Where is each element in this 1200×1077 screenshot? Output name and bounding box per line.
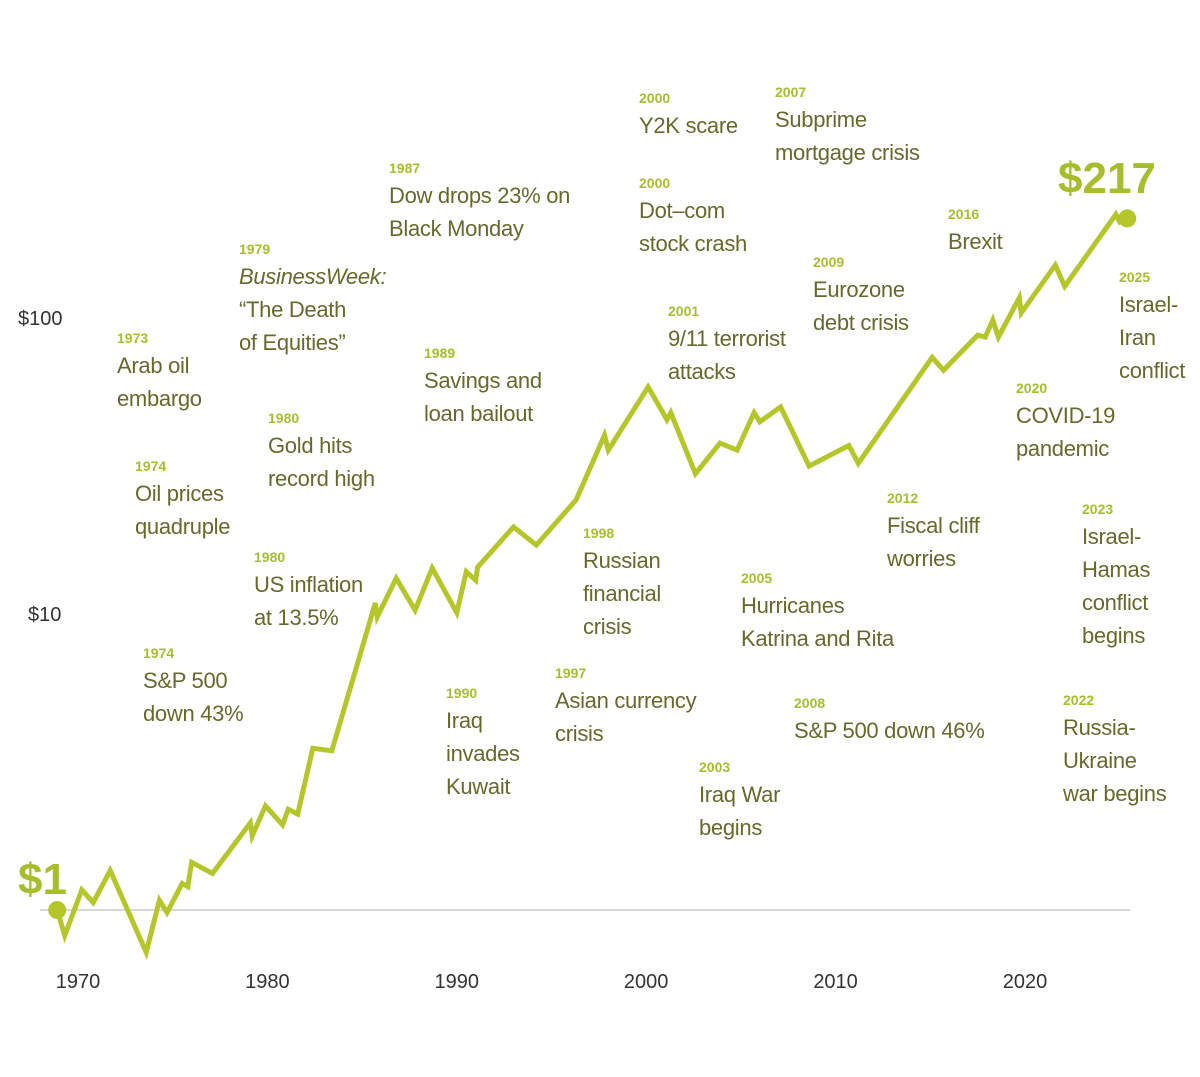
annotation-year: 1987 (389, 160, 420, 176)
annotation-text: Katrina and Rita (741, 626, 895, 651)
annotation-text: conflict (1119, 358, 1185, 383)
x-tick-label: 2000 (624, 971, 669, 993)
annotation-text: Gold hits (268, 433, 352, 458)
x-tick-label: 2010 (813, 971, 858, 993)
x-tick-label: 1980 (245, 971, 290, 993)
annotation-text: quadruple (135, 514, 230, 539)
annotation-text: S&P 500 (143, 668, 227, 693)
annotation-text: 9/11 terrorist (668, 326, 786, 351)
annotation-year: 2022 (1063, 692, 1094, 708)
annotation-year: 2007 (775, 84, 806, 100)
annotation-year: 1980 (268, 410, 299, 426)
annotation-text: loan bailout (424, 401, 533, 426)
annotation-text: Kuwait (446, 774, 510, 799)
annotation-year: 1990 (446, 685, 477, 701)
annotation-year: 1989 (424, 345, 455, 361)
annotation-text: Eurozone (813, 277, 905, 302)
annotation-text: begins (699, 815, 762, 840)
annotation-text: Iraq War (699, 782, 780, 807)
annotation-text: Israel- (1082, 524, 1141, 549)
annotation-text: Arab oil (117, 353, 189, 378)
annotation-text: begins (1082, 623, 1145, 648)
annotation-year: 2008 (794, 695, 825, 711)
annotation-year: 2012 (887, 490, 918, 506)
annotation-text: Israel- (1119, 292, 1178, 317)
annotation-year: 1973 (117, 330, 148, 346)
annotation-text: Oil prices (135, 481, 224, 506)
annotation-text: debt crisis (813, 310, 909, 335)
annotation-text: Fiscal cliff (887, 513, 981, 538)
annotation-year: 2005 (741, 570, 772, 586)
annotation-text: Subprime (775, 107, 867, 132)
annotation-text: Black Monday (389, 216, 524, 241)
end-label: $217 (1058, 154, 1156, 203)
annotation-text: Russia- (1063, 715, 1135, 740)
annotation-text: Hamas (1082, 557, 1150, 582)
annotation-year: 2009 (813, 254, 844, 270)
annotation-text: Dot–com (639, 198, 725, 223)
annotation-year: 2001 (668, 303, 699, 319)
annotation-text: attacks (668, 359, 736, 384)
y-tick-label: $100 (18, 308, 63, 330)
annotation-text: down 43% (143, 701, 243, 726)
annotation-year: 2023 (1082, 501, 1113, 517)
annotation-text: of Equities” (239, 330, 345, 355)
annotation-text: Savings and (424, 368, 542, 393)
x-tick-label: 1990 (435, 971, 480, 993)
annotation-text: Ukraine (1063, 748, 1137, 773)
annotation-year: 1998 (583, 525, 614, 541)
annotation-text: conflict (1082, 590, 1148, 615)
annotation-text: at 13.5% (254, 605, 338, 630)
y-tick-label: $1 (18, 855, 67, 904)
annotation-text: US inflation (254, 572, 363, 597)
annotation-text: crisis (555, 721, 604, 746)
annotation-year: 2003 (699, 759, 730, 775)
annotation-text: Brexit (948, 229, 1003, 254)
x-tick-label: 2020 (1003, 971, 1048, 993)
annotation-year: 2016 (948, 206, 979, 222)
annotation-text: BusinessWeek: (239, 264, 387, 289)
annotation-text: crisis (583, 614, 632, 639)
end-dot (48, 901, 67, 920)
annotation-text: financial (583, 581, 661, 606)
annotation-text: Y2K scare (639, 113, 738, 138)
annotation-year: 1974 (143, 645, 174, 661)
annotation-text: Iraq (446, 708, 483, 733)
annotation-text: Iran (1119, 325, 1156, 350)
annotation-text: Dow drops 23% on (389, 183, 570, 208)
annotation-text: “The Death (239, 297, 346, 322)
annotation-text: invades (446, 741, 520, 766)
annotation-text: mortgage crisis (775, 140, 920, 165)
annotation-year: 2000 (639, 90, 670, 106)
annotation-text: S&P 500 down 46% (794, 718, 985, 743)
annotation-year: 1979 (239, 241, 270, 257)
annotation-text: worries (886, 546, 956, 571)
annotation-year: 2020 (1016, 380, 1047, 396)
annotation-text: Asian currency (555, 688, 697, 713)
annotation-text: Hurricanes (741, 593, 845, 618)
annotation-year: 2025 (1119, 269, 1150, 285)
annotation-text: stock crash (639, 231, 747, 256)
annotation-text: war begins (1062, 781, 1167, 806)
line (54, 209, 1129, 960)
annotation-text: embargo (117, 386, 202, 411)
annotation-text: record high (268, 466, 375, 491)
annotation-text: Russian (583, 548, 660, 573)
annotation-year: 2000 (639, 175, 670, 191)
annotation-year: 1980 (254, 549, 285, 565)
end-dot (1118, 209, 1137, 228)
annotation-year: 1997 (555, 665, 586, 681)
y-tick-label: $10 (28, 604, 61, 626)
annotation-text: COVID-19 (1016, 403, 1115, 428)
x-tick-label: 1970 (56, 971, 101, 993)
annotation-text: pandemic (1016, 436, 1109, 461)
annotation-year: 1974 (135, 458, 166, 474)
